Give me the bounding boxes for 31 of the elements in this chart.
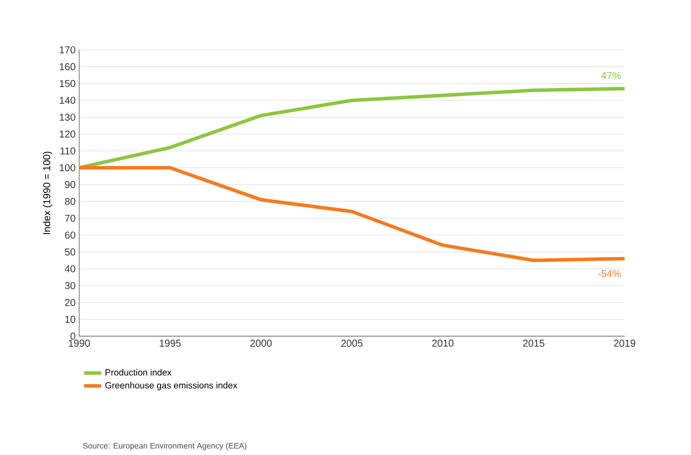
x-tick-label: 2010 <box>432 340 454 347</box>
y-tick-label: 110 <box>60 147 76 154</box>
y-tick-label: 160 <box>60 63 76 70</box>
x-tick-label: 1995 <box>160 340 181 347</box>
y-tick-label: 150 <box>60 80 76 88</box>
y-tick-label: 80 <box>65 198 76 205</box>
legend-label: Greenhouse gas emissions index <box>105 382 238 390</box>
y-tick-label: 60 <box>65 232 76 239</box>
y-tick-label: 40 <box>64 265 76 272</box>
y-axis-title: Index (1990 = 100) <box>42 152 52 234</box>
legend-label: Production index <box>106 369 172 376</box>
x-tick-label: 1990 <box>68 340 90 347</box>
y-tick-label: 90 <box>65 181 76 188</box>
y-tick-label: 140 <box>60 96 76 104</box>
y-tick-label: 100 <box>60 164 76 172</box>
y-tick-label: 130 <box>60 114 76 121</box>
x-tick-label: 2000 <box>250 340 272 347</box>
x-tick-label: 2019 <box>614 340 636 347</box>
y-tick-label: 20 <box>65 298 76 306</box>
annotation: -54% <box>598 270 621 278</box>
annotation: 47% <box>601 72 621 80</box>
y-tick-label: 120 <box>60 130 76 138</box>
y-tick-label: 0 <box>70 332 76 340</box>
x-tick-label: 2015 <box>523 340 544 347</box>
x-tick-label: 2005 <box>341 340 363 347</box>
y-tick-label: 30 <box>64 282 76 290</box>
line-series <box>77 166 626 262</box>
y-tick-label: 10 <box>65 316 76 323</box>
y-tick-label: 170 <box>60 46 76 54</box>
y-tick-label: 70 <box>65 214 76 222</box>
y-tick-label: 50 <box>64 248 76 256</box>
